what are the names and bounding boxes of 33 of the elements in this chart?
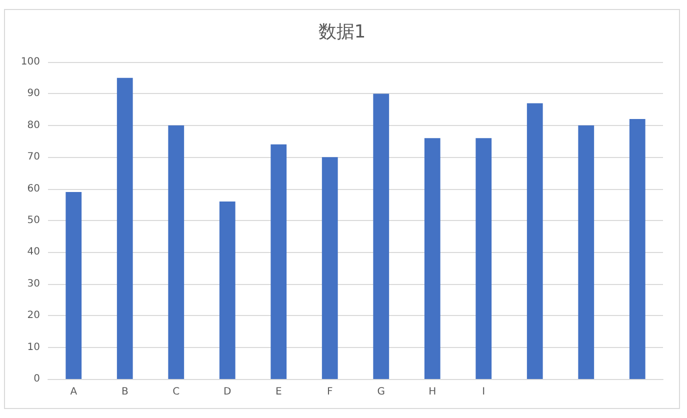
- y-tick-label: 100: [20, 56, 40, 68]
- x-tick-label: G: [377, 386, 385, 398]
- y-tick-label: 0: [34, 374, 40, 384]
- y-tick-label: 40: [27, 246, 40, 258]
- y-tick-label: 70: [27, 152, 40, 163]
- bar: [116, 78, 133, 379]
- bar: [270, 144, 287, 379]
- x-tick-label: E: [275, 386, 282, 398]
- y-tick-label: 80: [27, 120, 40, 131]
- bar: [219, 201, 236, 379]
- y-tick-label: 60: [27, 183, 40, 194]
- bar: [424, 138, 440, 379]
- chart-title: 数据1: [318, 22, 366, 42]
- bar: [476, 138, 492, 379]
- x-tick-label: C: [172, 386, 180, 398]
- x-tick-label: D: [224, 386, 232, 398]
- bar: [322, 157, 338, 379]
- x-tick-label: B: [121, 386, 128, 398]
- y-tick-label: 50: [27, 215, 40, 226]
- bar: [526, 103, 543, 379]
- bar: [168, 125, 184, 379]
- bar: [578, 125, 594, 379]
- x-tick-label: H: [428, 386, 436, 398]
- y-tick-label: 10: [27, 342, 40, 353]
- x-tick-label: F: [326, 386, 333, 398]
- bar: [66, 192, 82, 379]
- bar: [373, 94, 390, 379]
- y-tick-label: 30: [27, 278, 40, 290]
- x-tick-label: A: [70, 386, 78, 398]
- y-tick-label: 90: [27, 88, 40, 100]
- bar: [629, 119, 646, 379]
- x-tick-label: I: [482, 386, 486, 398]
- y-tick-label: 20: [27, 310, 40, 322]
